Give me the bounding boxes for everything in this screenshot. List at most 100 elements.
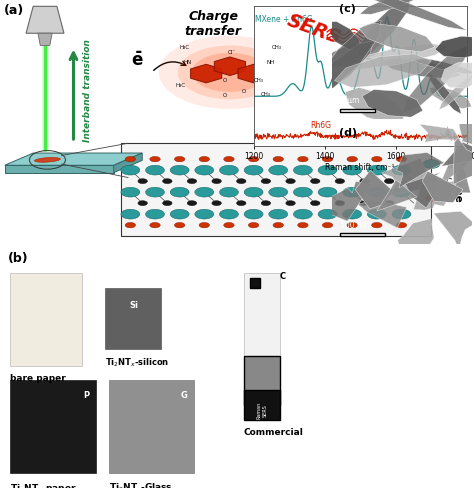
Polygon shape — [317, 21, 381, 94]
Circle shape — [261, 201, 271, 206]
Polygon shape — [345, 88, 403, 124]
Circle shape — [150, 157, 160, 163]
Circle shape — [318, 188, 337, 198]
Text: Ti$_2$NT$_x$-Glass: Ti$_2$NT$_x$-Glass — [109, 481, 173, 488]
Polygon shape — [191, 65, 222, 84]
Circle shape — [396, 157, 407, 163]
Circle shape — [286, 201, 295, 206]
Text: (c): (c) — [339, 3, 356, 14]
Text: MXene: MXene — [452, 163, 463, 203]
Polygon shape — [405, 173, 441, 208]
Circle shape — [343, 210, 362, 220]
Circle shape — [163, 201, 172, 206]
Circle shape — [212, 180, 221, 184]
FancyBboxPatch shape — [244, 356, 280, 405]
Polygon shape — [441, 143, 474, 167]
Circle shape — [187, 180, 197, 184]
Text: 500 nm: 500 nm — [340, 221, 369, 230]
Polygon shape — [454, 139, 474, 185]
Text: Raman
SERS: Raman SERS — [256, 401, 267, 419]
Circle shape — [219, 188, 238, 198]
Polygon shape — [357, 201, 407, 228]
Circle shape — [146, 166, 164, 176]
Polygon shape — [441, 63, 474, 89]
Polygon shape — [413, 182, 459, 211]
Text: bare paper: bare paper — [10, 373, 65, 382]
Circle shape — [372, 223, 382, 228]
Circle shape — [310, 201, 320, 206]
Circle shape — [347, 223, 357, 228]
Polygon shape — [439, 152, 469, 185]
Text: O: O — [446, 194, 453, 203]
Circle shape — [244, 188, 263, 198]
Circle shape — [286, 180, 295, 184]
Polygon shape — [214, 58, 246, 76]
Polygon shape — [435, 37, 474, 59]
Circle shape — [360, 201, 369, 206]
Polygon shape — [357, 0, 410, 59]
Circle shape — [425, 196, 438, 202]
Circle shape — [298, 157, 308, 163]
Circle shape — [293, 188, 312, 198]
Circle shape — [199, 223, 210, 228]
Polygon shape — [238, 65, 269, 84]
Circle shape — [335, 180, 345, 184]
Circle shape — [138, 180, 147, 184]
Circle shape — [425, 179, 438, 185]
Polygon shape — [458, 117, 474, 147]
Text: O: O — [242, 89, 246, 94]
FancyBboxPatch shape — [121, 144, 431, 237]
Polygon shape — [334, 55, 431, 88]
Text: NH: NH — [266, 60, 274, 65]
Polygon shape — [434, 212, 474, 250]
Text: CH₃: CH₃ — [260, 91, 271, 97]
Polygon shape — [38, 34, 52, 46]
Circle shape — [322, 157, 333, 163]
FancyBboxPatch shape — [244, 390, 280, 420]
Circle shape — [384, 201, 394, 206]
Circle shape — [384, 180, 394, 184]
Circle shape — [199, 157, 210, 163]
Circle shape — [318, 166, 337, 176]
Circle shape — [392, 210, 411, 220]
FancyBboxPatch shape — [250, 278, 260, 288]
FancyBboxPatch shape — [109, 381, 194, 473]
Polygon shape — [439, 76, 473, 110]
Circle shape — [310, 180, 320, 184]
Polygon shape — [429, 87, 472, 109]
Circle shape — [367, 166, 386, 176]
Polygon shape — [343, 44, 449, 70]
Circle shape — [335, 201, 345, 206]
Text: G: G — [181, 390, 188, 399]
FancyBboxPatch shape — [10, 381, 96, 473]
Circle shape — [212, 201, 221, 206]
Polygon shape — [5, 154, 142, 166]
Text: Cl⁻: Cl⁻ — [228, 50, 237, 55]
Polygon shape — [403, 47, 468, 114]
FancyBboxPatch shape — [244, 273, 280, 420]
Polygon shape — [5, 166, 114, 173]
Polygon shape — [327, 182, 372, 222]
Circle shape — [269, 188, 288, 198]
Polygon shape — [439, 126, 452, 141]
Circle shape — [244, 210, 263, 220]
Polygon shape — [377, 181, 417, 211]
Text: P: P — [83, 390, 89, 399]
Circle shape — [163, 180, 172, 184]
Circle shape — [269, 210, 288, 220]
Circle shape — [347, 157, 357, 163]
Circle shape — [174, 157, 185, 163]
Circle shape — [224, 223, 234, 228]
Circle shape — [192, 54, 268, 93]
Circle shape — [298, 223, 308, 228]
Circle shape — [146, 210, 164, 220]
Text: Charge
transfer: Charge transfer — [185, 10, 242, 38]
Ellipse shape — [35, 158, 60, 163]
Polygon shape — [382, 59, 462, 80]
Polygon shape — [398, 219, 434, 262]
Text: Interband transition: Interband transition — [83, 39, 92, 142]
Polygon shape — [350, 0, 467, 31]
Text: Commercial: Commercial — [244, 427, 304, 436]
Polygon shape — [360, 0, 428, 15]
Circle shape — [322, 223, 333, 228]
